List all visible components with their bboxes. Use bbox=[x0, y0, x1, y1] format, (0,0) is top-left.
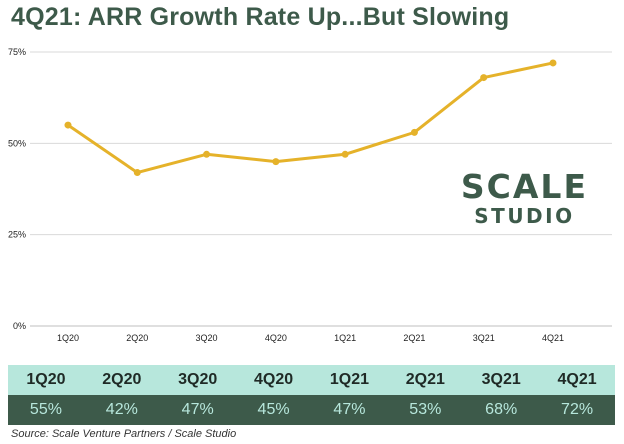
table-value-cell: 55% bbox=[29, 401, 62, 418]
x-tick-label: 2Q21 bbox=[403, 333, 425, 343]
table-quarter-cell: 2Q20 bbox=[102, 371, 142, 388]
y-axis-ticks: 0% 25% 50% 75% bbox=[8, 47, 26, 331]
table-quarter-cell: 4Q20 bbox=[253, 371, 294, 388]
series-line bbox=[67, 61, 554, 175]
table-value-cell: 68% bbox=[485, 401, 518, 418]
x-tick-label: 1Q20 bbox=[57, 333, 79, 343]
line-chart: 0% 25% 50% 75% 1Q20 2Q20 3Q20 4Q20 1Q21 2Q21 3Q21… bbox=[8, 47, 612, 343]
scale-studio-logo: SCALE STUDIO bbox=[461, 170, 588, 226]
y-tick-label: 75% bbox=[8, 47, 26, 57]
y-tick-label: 25% bbox=[8, 230, 26, 240]
table-value-cell: 42% bbox=[105, 401, 138, 418]
grid-lines bbox=[30, 51, 612, 327]
data-point bbox=[64, 121, 72, 129]
data-point bbox=[480, 74, 488, 82]
data-point bbox=[341, 150, 349, 158]
table-quarter-cell: 1Q21 bbox=[329, 371, 369, 388]
data-point bbox=[410, 128, 418, 136]
y-tick-label: 0% bbox=[13, 321, 26, 331]
table-quarter-cell: 3Q21 bbox=[481, 371, 521, 388]
x-tick-label: 4Q20 bbox=[265, 333, 287, 343]
table-value-cell: 47% bbox=[181, 401, 214, 418]
x-tick-label: 3Q20 bbox=[196, 333, 218, 343]
source-note: Source: Scale Venture Partners / Scale S… bbox=[11, 428, 237, 440]
data-point bbox=[203, 150, 211, 158]
data-point bbox=[272, 158, 280, 166]
table-value-cell: 45% bbox=[257, 401, 290, 418]
x-tick-label: 1Q21 bbox=[334, 333, 356, 343]
x-axis-ticks: 1Q20 2Q20 3Q20 4Q20 1Q21 2Q21 3Q21 4Q21 bbox=[57, 333, 564, 343]
quarter-row: 1Q20 2Q20 3Q20 4Q20 1Q21 2Q21 3Q21 4Q21 bbox=[8, 365, 615, 395]
y-tick-label: 50% bbox=[8, 138, 26, 148]
logo-line-2: STUDIO bbox=[474, 204, 575, 228]
table-quarter-cell: 3Q20 bbox=[178, 371, 218, 388]
logo-line-1: SCALE bbox=[460, 167, 588, 206]
data-point bbox=[549, 59, 557, 67]
table-value-cell: 47% bbox=[333, 401, 366, 418]
data-points bbox=[64, 59, 557, 177]
x-tick-label: 4Q21 bbox=[542, 333, 564, 343]
table-value-cell: 53% bbox=[409, 401, 442, 418]
table-quarter-cell: 2Q21 bbox=[405, 371, 445, 388]
table-quarter-cell: 4Q21 bbox=[557, 371, 597, 388]
value-row: 55% 42% 47% 45% 47% 53% 68% 72% bbox=[8, 395, 615, 425]
table-quarter-cell: 1Q20 bbox=[26, 371, 66, 388]
x-tick-label: 3Q21 bbox=[473, 333, 495, 343]
page-title: 4Q21: ARR Growth Rate Up...But Slowing bbox=[11, 3, 510, 31]
x-tick-label: 2Q20 bbox=[126, 333, 148, 343]
data-point bbox=[133, 169, 141, 177]
table-value-cell: 72% bbox=[561, 401, 594, 418]
